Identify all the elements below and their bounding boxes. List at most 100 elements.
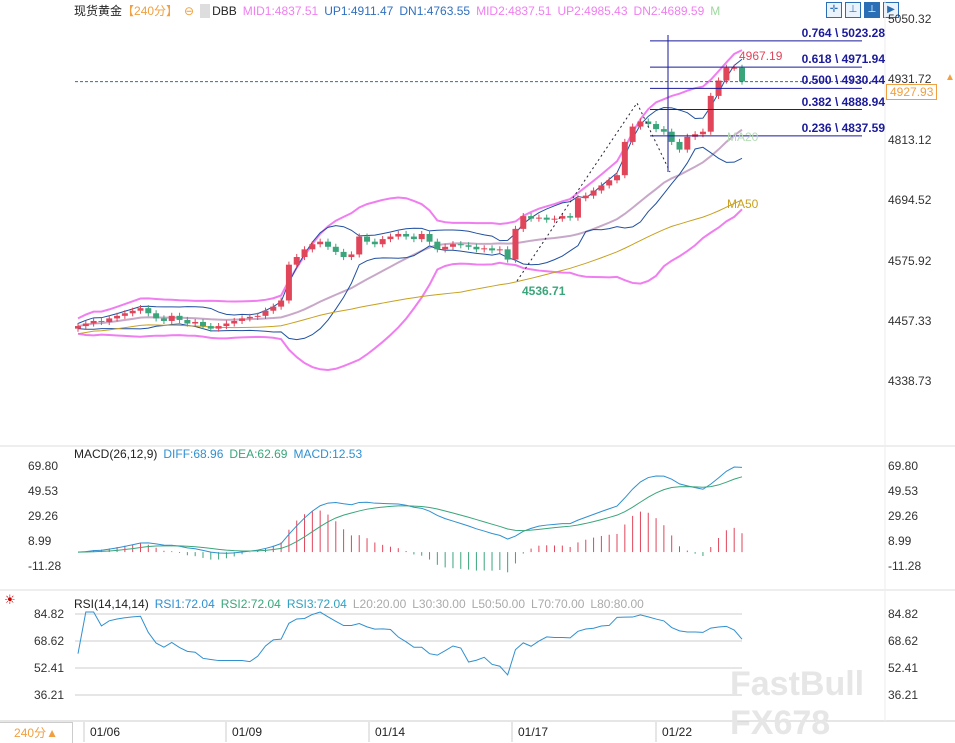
macd-title[interactable]: MACD(26,12,9) (74, 447, 158, 461)
time-axis-label: 01/06 (90, 725, 121, 739)
candle-body (262, 310, 269, 316)
candle-body (387, 236, 394, 240)
candle-body (598, 185, 605, 191)
candle-body (98, 320, 105, 322)
candle-body (426, 233, 433, 242)
candle-body (551, 218, 558, 220)
candle-body (231, 320, 238, 324)
price-axis-label: 4694.52 (888, 193, 932, 208)
candle-body (90, 320, 97, 324)
candle-body (606, 180, 613, 186)
candle-body (317, 241, 324, 245)
candle-body (153, 313, 160, 319)
macd-axis-label-left: 69.80 (28, 459, 59, 473)
rsi-header: RSI(14,14,14) RSI1:72.04 RSI2:72.04 RSI3:72… (74, 597, 650, 611)
crosshair-icon[interactable]: ✛ (826, 2, 842, 18)
candle-body (574, 198, 581, 218)
candle-body (512, 228, 519, 260)
candle-body (239, 318, 246, 321)
candle-body (614, 175, 621, 181)
goto-end-icon[interactable]: ▶ (883, 2, 899, 18)
settings-sun-icon[interactable]: ☀ (4, 592, 16, 607)
candle-body (137, 308, 144, 311)
l80-value: L80:80.00 (590, 597, 644, 611)
macd-axis-label-left: -11.28 (28, 559, 62, 573)
candle-body (340, 251, 347, 258)
rsi3-value: RSI3:72.04 (286, 597, 347, 611)
candle-body (145, 308, 152, 314)
period-label[interactable]: 【240分】 (122, 4, 179, 18)
macd-axis-label-left: 8.99 (28, 534, 52, 548)
candle-body (215, 326, 222, 329)
candle-body (348, 254, 355, 258)
symbol-name: 现货黄金 (74, 4, 123, 18)
candle-body (403, 233, 410, 237)
low-annotation: 4536.71 (522, 284, 566, 298)
l70-value: L70:70.00 (531, 597, 585, 611)
candle-body (442, 246, 449, 250)
candle-body (285, 264, 292, 301)
time-axis-label: 01/22 (662, 725, 693, 739)
fit-y-icon[interactable]: ⊥ (845, 2, 861, 18)
candle-body (731, 67, 738, 69)
indicator-name[interactable]: DBB (200, 4, 237, 18)
rsi-axis-label-left: 68.62 (34, 633, 65, 648)
chart-header: 现货黄金【240分】 ⊖ DBB MID1:4837.51 UP1:4911.47 DN1… (74, 2, 726, 19)
candle-body (457, 244, 464, 246)
candle-body (192, 321, 199, 324)
dn2-value: DN2:4689.59 (633, 4, 705, 18)
fit-xy-icon[interactable]: ⊥ (864, 2, 880, 18)
candle-body (293, 257, 300, 265)
up1-value: UP1:4911.47 (324, 4, 394, 18)
rsi-line (77, 611, 743, 676)
fib-label: 0.236 \ 4837.59 (801, 120, 885, 135)
time-axis-label: 01/14 (375, 725, 406, 739)
candle-body (528, 216, 535, 219)
high-annotation: 4967.19 (739, 49, 783, 63)
candle-body (684, 136, 691, 150)
candle-body (278, 300, 285, 307)
candle-body (707, 95, 714, 132)
period-button[interactable]: 240分▲ (0, 722, 73, 743)
candle-body (543, 217, 550, 220)
rsi-axis-label-left: 52.41 (34, 661, 65, 675)
boll-upper-line (77, 49, 743, 320)
price-axis-label: 4931.72 (888, 72, 932, 87)
rsi-axis-label-left: 36.21 (34, 688, 65, 702)
fib-label: 0.500 \ 4930.44 (801, 73, 885, 88)
candle-body (371, 241, 378, 245)
rsi-axis-label: 36.21 (888, 688, 919, 702)
price-axis-label: 4813.12 (888, 132, 932, 147)
fib-zigzag (516, 101, 671, 282)
price-axis-label: 4338.73 (888, 374, 932, 389)
candle-body (121, 313, 128, 316)
candle-body (645, 121, 652, 125)
macd-axis-label: -11.28 (888, 559, 922, 573)
time-axis-label: 01/17 (518, 725, 549, 739)
candle-body (356, 236, 363, 255)
price-alert-icon[interactable]: ▲ (945, 72, 955, 83)
candle-body (567, 216, 574, 218)
candle-body (176, 315, 183, 320)
candle-body (723, 67, 730, 81)
candle-body (199, 321, 206, 327)
candle-body (160, 318, 167, 321)
candle-body (82, 323, 89, 327)
l50-value: L50:50.00 (471, 597, 526, 611)
candle-body (434, 241, 441, 250)
candle-body (637, 121, 644, 127)
rsi-axis-label: 84.82 (888, 607, 919, 621)
candle-body (364, 236, 371, 242)
candle-body (301, 249, 308, 258)
candle-body (75, 326, 81, 329)
candle-body (590, 190, 597, 196)
macd-diff-line (77, 466, 743, 554)
price-axis-label: 4575.92 (888, 253, 932, 268)
add-icon[interactable]: ⊖ (184, 4, 195, 18)
candle-body (668, 131, 675, 142)
ma20-label: MA20 (727, 130, 759, 144)
candle-body (418, 233, 425, 240)
candle-body (504, 249, 511, 260)
rsi-title[interactable]: RSI(14,14,14) (74, 597, 149, 611)
